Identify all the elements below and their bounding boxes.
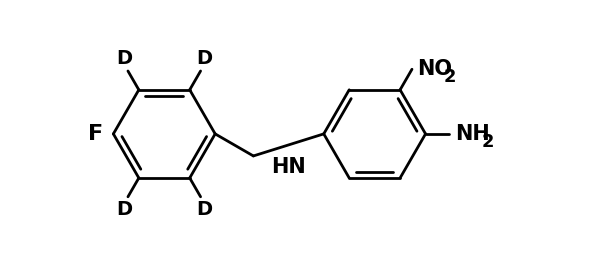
- Text: NH: NH: [455, 124, 490, 144]
- Text: D: D: [116, 200, 133, 219]
- Text: 2: 2: [443, 68, 455, 86]
- Text: D: D: [196, 49, 212, 68]
- Text: F: F: [88, 124, 103, 144]
- Text: 2: 2: [482, 133, 494, 151]
- Text: D: D: [116, 49, 133, 68]
- Text: NO: NO: [418, 59, 452, 79]
- Text: D: D: [196, 200, 212, 219]
- Text: HN: HN: [271, 157, 306, 177]
